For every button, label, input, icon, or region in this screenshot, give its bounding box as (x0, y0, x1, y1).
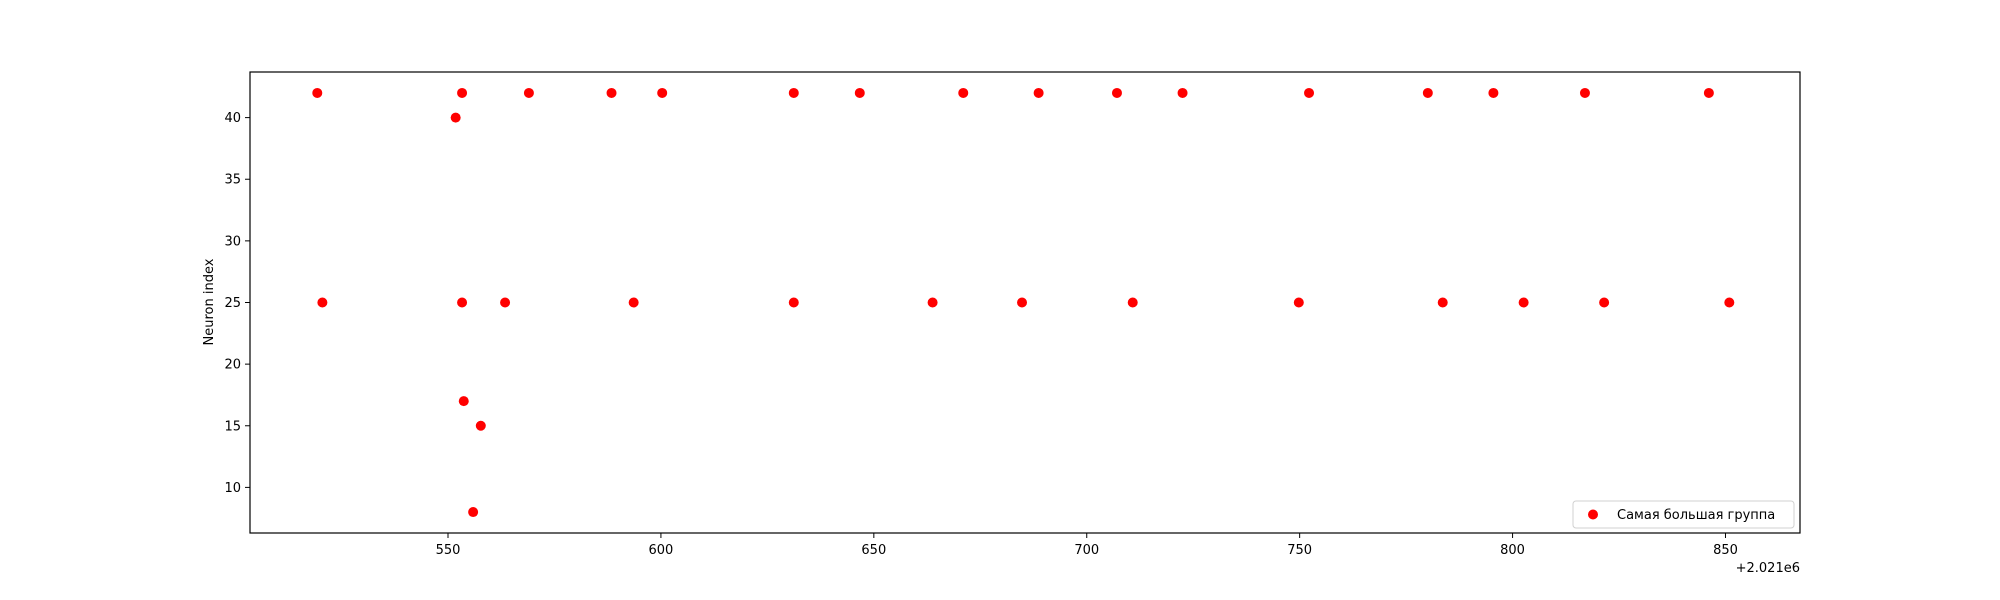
legend-entry-label: Самая большая группа (1617, 508, 1775, 523)
scatter-point (1304, 87, 1315, 98)
plot-frame (249, 71, 1801, 534)
scatter-point (1437, 297, 1448, 308)
y-tick-label: 35 (224, 173, 241, 188)
legend: Самая большая группа (1572, 500, 1795, 529)
scatter-point (457, 297, 468, 308)
y-axis-label: Neuron index (202, 258, 217, 345)
scatter-point (1703, 87, 1714, 98)
scatter-point (958, 87, 969, 98)
scatter-point (523, 87, 534, 98)
legend-marker (1588, 509, 1598, 520)
scatter-point (500, 297, 511, 308)
x-tick-label: 550 (436, 543, 461, 558)
x-tick-label: 800 (1500, 543, 1525, 558)
scatter-point (1127, 297, 1138, 308)
scatter-point (657, 87, 668, 98)
scatter-point (1033, 87, 1044, 98)
y-tick-label: 30 (224, 234, 241, 249)
scatter-point (1724, 297, 1735, 308)
scatter-point (1599, 297, 1610, 308)
y-tick-label: 25 (224, 296, 241, 311)
scatter-point (468, 507, 479, 518)
x-tick-label: 650 (861, 543, 886, 558)
scatter-point (317, 297, 328, 308)
x-tick-label: 850 (1713, 543, 1738, 558)
scatter-point (606, 87, 617, 98)
x-tick-label: 700 (1074, 543, 1099, 558)
scatter-point (927, 297, 938, 308)
scatter-point (1518, 297, 1529, 308)
scatter-point (1488, 87, 1499, 98)
y-axis-ticks: 10 15 20 25 30 35 40 (224, 111, 250, 496)
scatter-point (475, 420, 486, 431)
scatter-point (1017, 297, 1028, 308)
scatter-point (854, 87, 865, 98)
scatter-point (312, 87, 323, 98)
data-points (312, 87, 1735, 518)
x-offset-label: +2.021e6 (1736, 561, 1800, 576)
scatter-point (1293, 297, 1304, 308)
x-axis-ticks: 550 600 650 700 750 800 850 (436, 533, 1738, 558)
scatter-point (788, 297, 799, 308)
y-tick-label: 20 (224, 358, 241, 373)
scatter-point (788, 87, 799, 98)
y-tick-label: 15 (224, 419, 241, 434)
scatter-point (1111, 87, 1122, 98)
x-tick-label: 600 (649, 543, 674, 558)
scatter-point (1579, 87, 1590, 98)
scatter-point (1422, 87, 1433, 98)
scatter-point (458, 396, 469, 407)
y-tick-label: 40 (224, 111, 241, 126)
x-tick-label: 750 (1287, 543, 1312, 558)
legend-box (1572, 500, 1795, 529)
scatter-point (457, 87, 468, 98)
y-tick-label: 10 (224, 481, 241, 496)
scatter-point (628, 297, 639, 308)
scatter-point (1177, 87, 1188, 98)
scatter-point (450, 112, 461, 123)
